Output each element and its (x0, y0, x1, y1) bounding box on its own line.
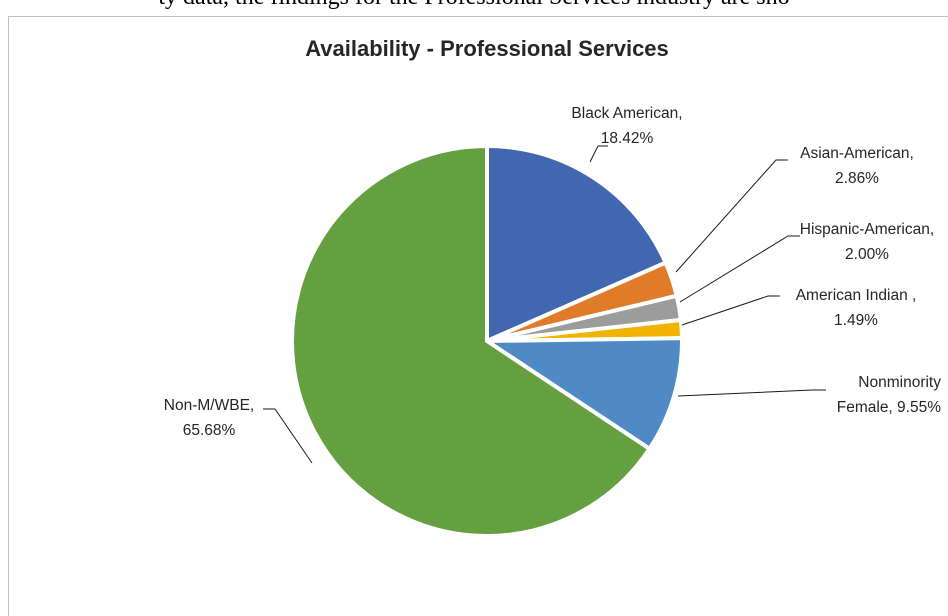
data-label-hispanic-american-line2: 2.00% (845, 246, 889, 263)
data-label-non-m-wbe-line2: 65.68% (183, 422, 236, 439)
pie-chart: Availability - Professional Services Bla… (164, 36, 941, 538)
data-label-black-american-line2: 18.42% (601, 130, 654, 147)
pie-slice-black-american (485, 143, 669, 345)
data-label-hispanic-american-line1: Hispanic-American, (800, 221, 934, 238)
data-label-black-american-line1: Black American, (571, 105, 682, 122)
leader-lines (263, 145, 826, 464)
leader-line-hispanic-american (679, 235, 800, 303)
data-label-nonminority-female-line1: Nonminority (858, 374, 941, 391)
pie-slice-non-m-wbe (290, 143, 653, 538)
leader-line-black-american (589, 145, 608, 163)
data-label-american-indian-line2: 1.49% (834, 312, 878, 329)
leader-line-american-indian (681, 295, 780, 326)
pie-slice-nonminority-female (480, 336, 684, 452)
leader-line-non-m-wbe (263, 408, 313, 464)
data-label-asian-american-line1: Asian-American, (800, 145, 914, 162)
chart-title: Availability - Professional Services (305, 36, 669, 61)
pie-slices (290, 143, 685, 538)
data-label-asian-american-line2: 2.86% (835, 170, 879, 187)
data-label-american-indian-line1: American Indian , (796, 287, 917, 304)
leader-line-asian-american (675, 159, 788, 273)
data-label-nonminority-female-line2: Female, 9.55% (837, 399, 941, 416)
data-labels: Black American, 18.42% Asian-American, 2.86… (164, 105, 941, 439)
data-label-non-m-wbe-line1: Non-M/WBE, (164, 397, 254, 414)
clipped-paragraph-text: ty data, the findings for the Profession… (0, 0, 948, 11)
chart-frame (8, 16, 948, 616)
leader-line-nonminority-female (677, 389, 826, 397)
